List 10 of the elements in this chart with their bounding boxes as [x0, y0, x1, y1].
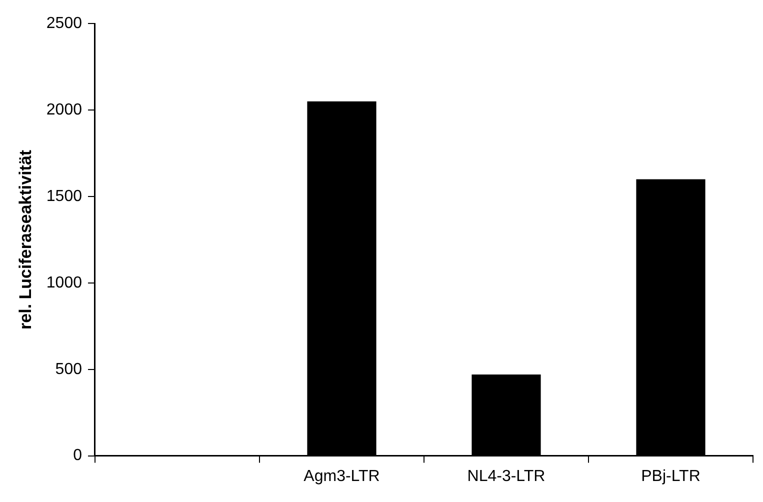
- y-tick-label: 500: [55, 360, 82, 378]
- y-axis-title: rel. Luciferaseaktivität: [16, 150, 35, 330]
- x-tick-label: NL4-3-LTR: [467, 468, 546, 485]
- y-tick-label: 1000: [46, 274, 82, 292]
- x-tick-label: PBj-LTR: [641, 468, 700, 485]
- y-tick-label: 2500: [46, 15, 82, 32]
- y-tick-label: 0: [73, 447, 82, 464]
- x-tick-label: Agm3-LTR: [304, 468, 380, 485]
- y-tick-label: 1500: [46, 188, 82, 205]
- y-tick-label: 2000: [46, 101, 82, 118]
